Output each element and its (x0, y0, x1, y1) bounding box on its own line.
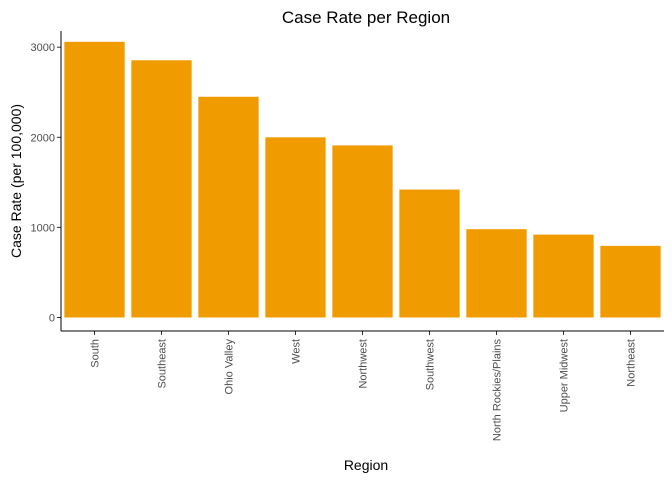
x-tick-label: Southwest (425, 339, 437, 390)
bar-northeast (600, 245, 661, 318)
x-tick-label: North Rockies/Plains (492, 339, 504, 442)
y-tick-label: 0 (49, 312, 55, 324)
y-tick-label: 3000 (31, 42, 55, 54)
bar-southeast (131, 60, 192, 318)
bar-south (64, 41, 125, 318)
x-axis-title: Region (344, 457, 388, 473)
bars-group (64, 41, 661, 318)
y-tick-label: 2000 (31, 132, 55, 144)
bar-north-rockies-plains (466, 229, 527, 318)
bar-west (265, 137, 326, 318)
x-tick-label: Upper Midwest (559, 339, 571, 412)
bar-northwest (332, 145, 393, 318)
chart-title: Case Rate per Region (282, 8, 450, 27)
x-tick-label: South (90, 339, 102, 368)
y-tick-label: 1000 (31, 222, 55, 234)
x-tick-label: West (291, 339, 303, 364)
x-tick-label: Northeast (626, 339, 638, 387)
x-tick-label: Ohio Valley (224, 339, 236, 395)
bar-southwest (399, 189, 460, 318)
bar-upper-midwest (533, 234, 594, 318)
x-axis-ticks: South Southeast Ohio Valley West Northwest So… (90, 331, 638, 441)
bar-ohio-valley (198, 96, 259, 318)
y-axis-ticks: 0 1000 2000 3000 (31, 42, 61, 324)
x-tick-label: Southeast (157, 339, 169, 389)
x-tick-label: Northwest (358, 339, 370, 389)
y-axis-title: Case Rate (per 100,000) (8, 104, 24, 258)
